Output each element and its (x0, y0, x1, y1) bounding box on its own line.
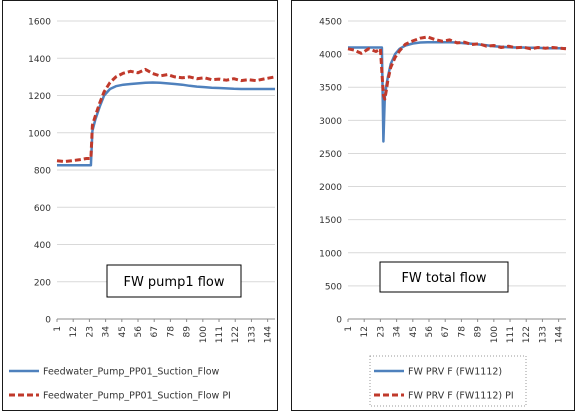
chart-panel-total: 0 500 1000 1500 2000 2500 3000 3500 4000 4500 1 12 2… (291, 0, 575, 411)
annotation-label: FW pump1 flow (123, 275, 224, 290)
chart-panel-pump1: 0 200 400 600 800 1000 1200 1400 1600 1 12 23 34 45 56… (2, 0, 278, 411)
x-tick-label: 89 (183, 326, 193, 338)
x-tick-label: 78 (166, 326, 176, 338)
x-tick-label: 1 (53, 326, 63, 332)
y-tick-label: 500 (325, 282, 342, 292)
y-tick-label: 0 (45, 316, 51, 326)
legend-label-0: FW PRV F (FW1112) (408, 367, 502, 378)
annotation-label: FW total flow (401, 271, 486, 286)
y-tick-label: 1500 (319, 216, 342, 226)
chart-pump1-flow: 0 200 400 600 800 1000 1200 1400 1600 1 12 23 34 45 56… (3, 1, 277, 410)
y-tick-label: 1000 (28, 129, 51, 139)
x-tick-label: 23 (376, 326, 386, 337)
y-tick-label: 1400 (28, 55, 51, 65)
x-tick-label: 56 (134, 326, 144, 338)
x-tick-label: 122 (522, 326, 532, 343)
x-tick-label: 111 (215, 326, 225, 343)
x-tick-label: 45 (118, 326, 128, 337)
x-tick-label: 45 (409, 326, 419, 337)
y-tick-label: 2500 (319, 150, 342, 160)
legend-label-1: Feedwater_Pump_PP01_Suction_Flow PI (43, 391, 231, 402)
series-line-1 (348, 37, 566, 99)
x-tick-label: 12 (360, 326, 370, 337)
x-tick-label: 100 (490, 326, 500, 343)
x-tick-label: 100 (199, 326, 209, 343)
series-line-0 (348, 42, 566, 141)
legend-label-0: Feedwater_Pump_PP01_Suction_Flow (43, 367, 220, 378)
y-tick-label: 4000 (319, 51, 342, 61)
y-tick-label: 3500 (319, 84, 342, 94)
x-tick-label: 34 (102, 326, 112, 338)
x-tick-label: 12 (69, 326, 79, 337)
x-tick-label: 1 (344, 326, 354, 332)
x-tick-label: 67 (441, 326, 451, 337)
y-tick-label: 200 (34, 278, 51, 288)
x-tick-label: 67 (150, 326, 160, 337)
x-tick-label: 78 (457, 326, 467, 338)
y-tick-label: 1600 (28, 18, 51, 28)
x-tick-label: 89 (474, 326, 484, 338)
y-tick-label: 4500 (319, 18, 342, 28)
y-tick-label: 1200 (28, 92, 51, 102)
x-tick-label: 111 (506, 326, 516, 343)
x-tick-label: 133 (247, 326, 257, 343)
x-tick-label: 56 (425, 326, 435, 338)
x-tick-label: 144 (555, 326, 565, 343)
x-tick-label: 122 (231, 326, 241, 343)
y-tick-label: 600 (34, 204, 51, 214)
y-tick-label: 800 (34, 167, 51, 177)
y-tick-label: 1000 (319, 249, 342, 259)
y-tick-label: 0 (336, 316, 342, 326)
legend-label-1: FW PRV F (FW1112) PI (408, 391, 514, 402)
x-tick-label: 34 (393, 326, 403, 338)
x-tick-label: 144 (264, 326, 274, 343)
y-tick-label: 400 (34, 241, 51, 251)
x-tick-label: 133 (538, 326, 548, 343)
x-tick-label: 23 (85, 326, 95, 337)
y-tick-label: 3000 (319, 117, 342, 127)
y-tick-label: 2000 (319, 183, 342, 193)
